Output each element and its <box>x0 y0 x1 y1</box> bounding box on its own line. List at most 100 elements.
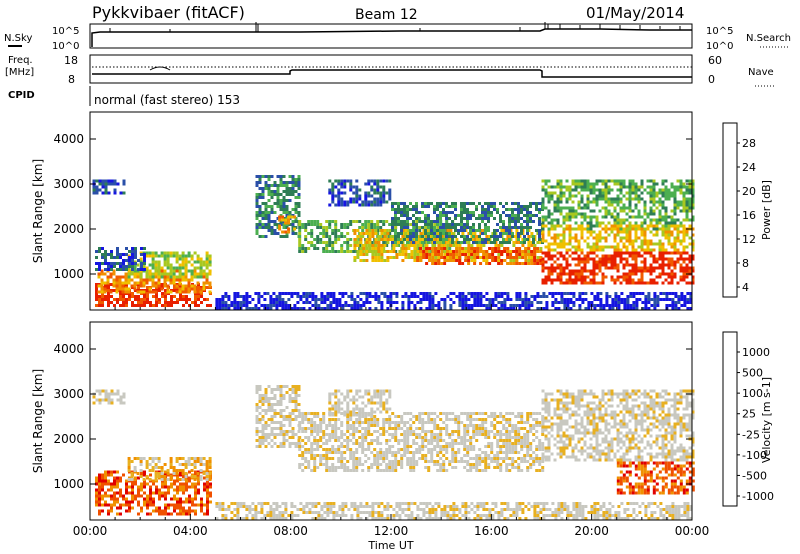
power-cell <box>415 211 418 214</box>
power-cell <box>101 191 105 195</box>
power-cell <box>398 253 402 256</box>
power-cell <box>629 307 633 310</box>
power-cell <box>377 256 381 259</box>
velocity-cell <box>128 503 131 507</box>
power-cell <box>349 188 353 192</box>
power-cell <box>649 278 653 282</box>
power-cell <box>298 250 302 253</box>
power-cell <box>140 253 143 256</box>
power-cell <box>514 202 517 205</box>
power-cell <box>686 307 690 310</box>
power-cell <box>160 266 164 270</box>
power-cell <box>682 203 686 207</box>
power-cell <box>604 194 608 198</box>
power-cell <box>458 250 462 253</box>
power-cell <box>107 295 110 298</box>
power-cell <box>270 190 274 193</box>
power-cell <box>488 307 492 310</box>
power-cell <box>346 200 350 204</box>
power-cell <box>395 292 399 295</box>
power-cell <box>337 182 341 186</box>
velocity-cell <box>264 394 268 397</box>
power-cell <box>364 223 368 226</box>
power-cell <box>298 229 302 232</box>
power-cell <box>261 202 265 205</box>
power-cell <box>205 257 209 261</box>
power-cell <box>448 226 451 229</box>
power-cell <box>467 307 471 310</box>
power-cell <box>559 182 563 186</box>
power-cell <box>622 194 626 198</box>
power-cell <box>497 247 501 250</box>
power-cell <box>376 185 380 189</box>
power-cell <box>264 187 268 190</box>
velocity-cell <box>191 482 194 486</box>
power-cell <box>631 278 635 282</box>
power-cell <box>442 241 445 244</box>
power-cell <box>401 295 405 298</box>
power-cell <box>458 256 462 259</box>
velocity-cell <box>152 503 155 507</box>
velocity-cell <box>209 494 212 498</box>
power-cell <box>239 295 243 298</box>
power-cell <box>518 250 522 253</box>
power-cell <box>619 188 623 192</box>
velocity-cell <box>255 388 259 391</box>
power-cell <box>667 263 671 267</box>
power-cell <box>350 298 354 301</box>
velocity-cell <box>101 494 104 498</box>
velocity-cell <box>125 500 128 504</box>
power-cell <box>616 230 620 234</box>
power-cell <box>233 298 237 301</box>
velocity-band <box>92 389 126 405</box>
power-cell <box>565 212 569 216</box>
velocity-cell <box>267 406 271 409</box>
power-cell <box>637 245 641 249</box>
power-cell <box>233 307 237 310</box>
power-cell <box>449 259 453 262</box>
velocity-cell <box>164 512 167 516</box>
power-cell <box>508 241 511 244</box>
power-cell <box>649 179 653 183</box>
power-cell <box>479 247 483 250</box>
power-cell <box>260 304 264 307</box>
velocity-cell <box>149 512 152 516</box>
power-cell <box>267 214 271 217</box>
power-cell <box>598 209 602 213</box>
power-cell <box>332 292 336 295</box>
power-cell <box>403 205 406 208</box>
power-cell <box>279 181 283 184</box>
power-cell <box>365 247 369 250</box>
power-cell <box>115 284 119 288</box>
power-cell <box>623 304 627 307</box>
power-cell <box>383 235 387 238</box>
velocity-cell <box>267 400 271 403</box>
power-cell <box>550 227 554 231</box>
power-cell <box>476 250 480 253</box>
power-cell <box>502 226 505 229</box>
power-cell <box>628 230 632 234</box>
power-cell <box>422 253 426 256</box>
power-cell <box>349 244 353 247</box>
power-cell <box>643 218 647 222</box>
power-cell <box>475 217 478 220</box>
power-cell <box>359 259 363 262</box>
power-cell <box>325 232 329 235</box>
power-cell <box>115 281 119 285</box>
power-cell <box>611 298 615 301</box>
power-cell <box>592 224 596 228</box>
power-cell <box>415 217 418 220</box>
velocity-cell <box>255 391 259 394</box>
power-cell <box>541 227 545 231</box>
power-cell <box>416 301 420 304</box>
power-cell <box>640 179 644 183</box>
power-cell <box>508 214 511 217</box>
power-cell <box>562 227 566 231</box>
power-cell <box>154 281 158 285</box>
velocity-cell <box>273 388 277 391</box>
power-cell <box>418 235 422 238</box>
power-cell <box>628 281 632 285</box>
power-cell <box>679 269 683 273</box>
power-cell <box>667 260 671 264</box>
